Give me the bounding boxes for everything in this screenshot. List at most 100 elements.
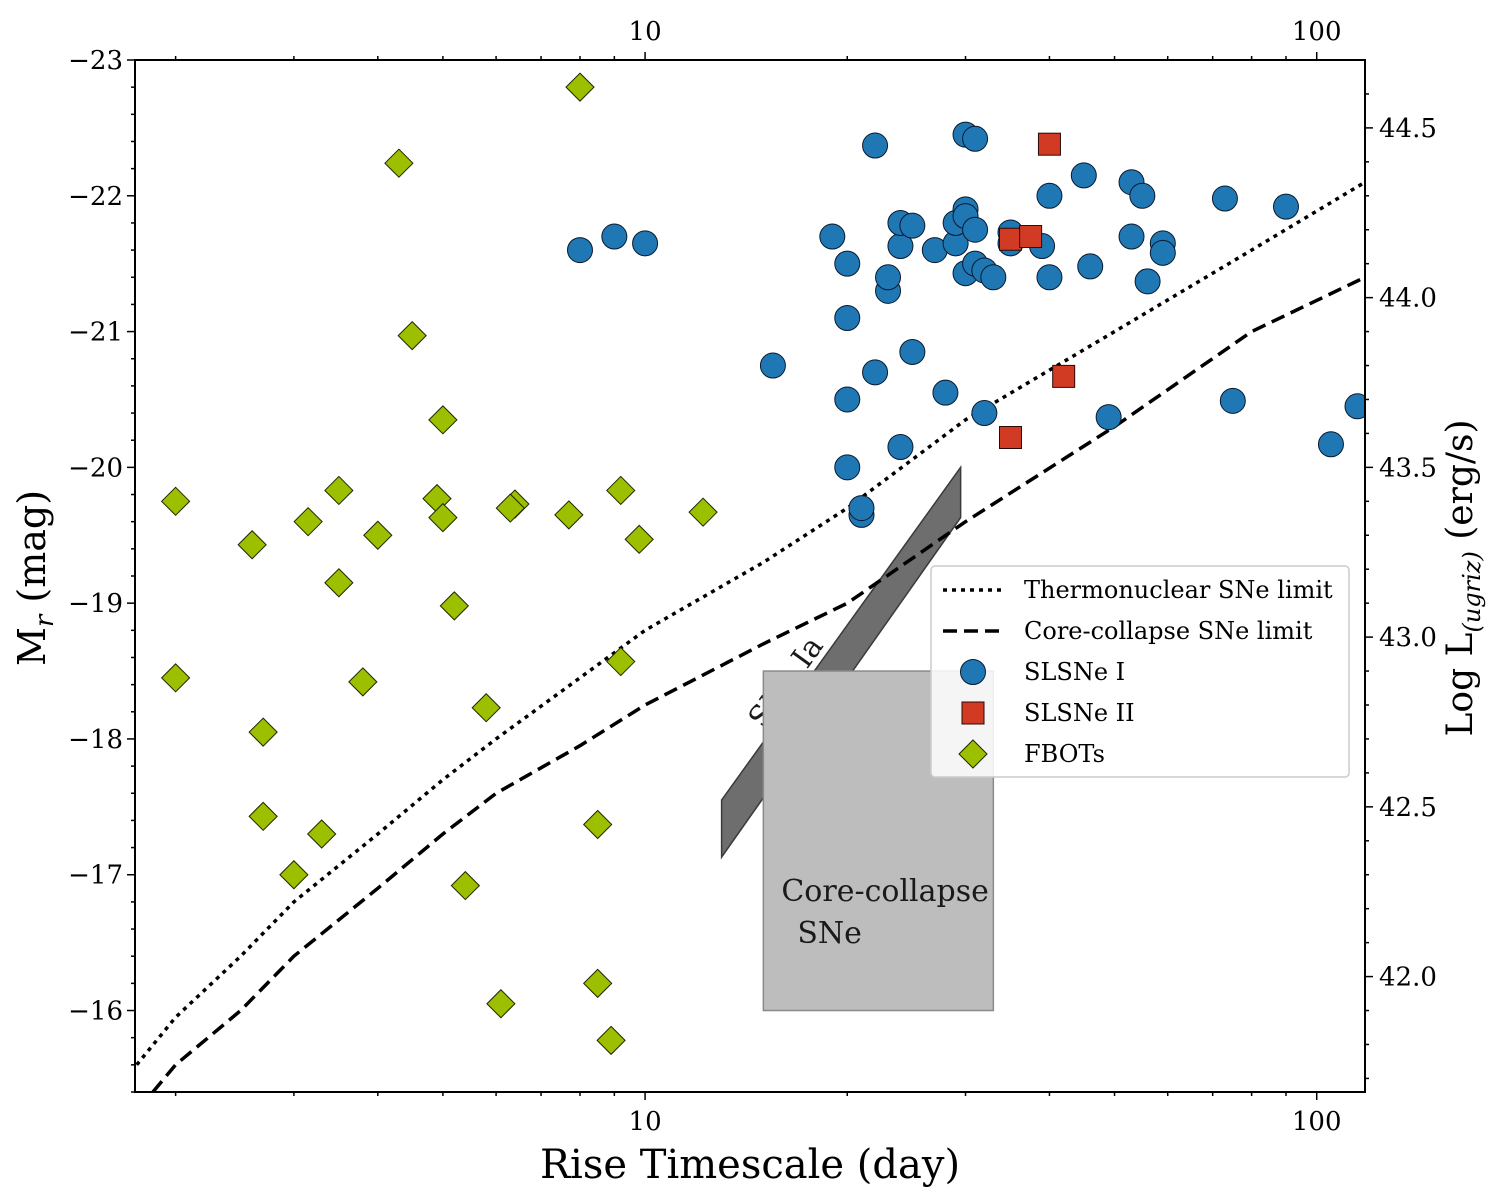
x-tick-label: 100 <box>1292 1107 1342 1137</box>
y2-tick-label: 44.0 <box>1379 284 1437 314</box>
legend-label: SLSNe II <box>1024 699 1135 727</box>
slsne-i-point <box>1129 182 1156 209</box>
y2-tick-label: 43.5 <box>1379 453 1437 483</box>
region-core-collapse-label: Core-collapse SNe <box>781 874 989 951</box>
slsne-i-point <box>1149 239 1176 266</box>
slsne-ii-point <box>1052 364 1076 388</box>
slsne-i-point <box>819 223 846 250</box>
slsne-ii-point <box>1019 225 1043 249</box>
slsne-i-point <box>601 223 628 250</box>
fbot-point <box>293 506 323 537</box>
slsne-i-point <box>566 237 593 264</box>
thermonuclear-limit-line <box>135 180 1365 1066</box>
slsne-i-point <box>1070 162 1097 189</box>
fbot-point <box>486 989 516 1019</box>
region-core-collapse-label-line: SNe <box>797 916 862 951</box>
slsne-ii-point <box>998 227 1022 251</box>
fbot-point <box>495 493 526 523</box>
legend: Thermonuclear SNe limit Core-collapse SNe… <box>930 565 1350 778</box>
slsne-i-point <box>899 338 926 365</box>
y-tick-label: −20 <box>68 453 123 483</box>
y2-tick-label: 44.5 <box>1379 114 1437 144</box>
slsne-i-point <box>862 359 889 386</box>
legend-marker-swatch <box>958 739 988 769</box>
slsne-i-point <box>1317 431 1344 458</box>
y-axis-title-suffix: (mag) <box>10 490 54 615</box>
y-tick-label: −19 <box>68 589 123 619</box>
fbot-point <box>363 520 393 550</box>
slsne-i-point <box>848 495 875 522</box>
slsne-i-point <box>759 352 786 379</box>
fbot-point <box>606 475 636 506</box>
fbot-point <box>348 667 378 697</box>
legend-label: FBOTs <box>1024 740 1105 768</box>
slsne-i-point <box>834 454 861 481</box>
slsne-i-point <box>834 305 861 331</box>
fbot-point <box>554 500 584 530</box>
fbot-point <box>160 663 191 693</box>
fbot-point <box>582 968 613 999</box>
slsne-i-point <box>1036 182 1063 209</box>
lines-layer <box>135 180 1365 1092</box>
y2-tick-label: 43.0 <box>1379 623 1437 653</box>
y-tick-label: −17 <box>68 861 123 891</box>
x-axis-title: Rise Timescale (day) <box>540 1142 960 1188</box>
slsne-i-point <box>834 250 861 277</box>
legend-label: Core-collapse SNe limit <box>1024 617 1313 645</box>
slsne-i-point <box>875 264 902 291</box>
y-axis-title-main: M <box>10 627 54 666</box>
region-core-collapse-label-line: Core-collapse <box>781 874 989 909</box>
y-axis-title: Mr (mag) <box>10 490 60 666</box>
fbot-point <box>324 568 354 598</box>
y-tick-label: −18 <box>68 725 123 755</box>
slsne-i-point <box>1219 387 1246 414</box>
slsne-ii-point <box>1037 132 1061 156</box>
y2-tick-label: 42.0 <box>1379 963 1437 993</box>
fbot-point <box>306 819 337 849</box>
slsne-i-point <box>1134 268 1161 295</box>
slsne-i-point <box>1272 193 1299 220</box>
slsne-i-point <box>1077 253 1104 280</box>
slsne-i-point <box>962 125 989 152</box>
slsne-i-point <box>1118 223 1145 250</box>
slsne-i-point <box>632 230 659 257</box>
x-top-tick-label: 100 <box>1292 17 1342 47</box>
legend-frame <box>930 565 1350 778</box>
slsne-i-point <box>899 212 926 239</box>
slsne-i-point <box>1211 185 1238 212</box>
y2-axis-title-main: Log L <box>1440 632 1481 736</box>
fbot-point <box>596 1025 626 1056</box>
legend-marker-swatch <box>961 701 985 725</box>
fbot-point <box>428 502 458 533</box>
fbot-point <box>248 717 278 747</box>
slsne-i-point <box>962 216 989 243</box>
fbot-point <box>606 646 636 677</box>
x-tick-label: 10 <box>629 1107 662 1137</box>
fbot-point <box>450 870 481 901</box>
points-layer <box>160 72 1365 1056</box>
slsne-i-point <box>971 400 998 427</box>
y2-axis-title-suffix: (erg/s) <box>1440 419 1481 551</box>
slsne-i-point <box>932 379 959 406</box>
fbot-point <box>582 809 613 840</box>
y2-axis-title-sub: (ugriz) <box>1458 551 1486 632</box>
slsne-i-point <box>887 434 914 460</box>
legend-label: Thermonuclear SNe limit <box>1024 576 1333 604</box>
slsne-i-point <box>1344 393 1365 420</box>
fbot-point <box>160 486 191 517</box>
slsne-ii-point <box>998 425 1022 449</box>
fbot-point <box>471 693 501 723</box>
slsne-i-point <box>1095 404 1122 431</box>
legend-marker-swatch <box>960 659 986 685</box>
y-axis-title-sub: r <box>30 613 60 627</box>
fbot-point <box>279 860 309 890</box>
ticks-layer: 10 10 100 100 −23 −22 −21 −20 −19 −18 −17 −16 42.0 42… <box>68 17 1437 1137</box>
x-top-tick-label: 10 <box>629 17 662 47</box>
core-collapse-limit-line <box>151 275 1365 1092</box>
y2-tick-label: 42.5 <box>1379 793 1437 823</box>
y-tick-label: −16 <box>68 997 123 1027</box>
slsne-i-point <box>862 132 889 159</box>
fbot-point <box>248 801 278 832</box>
